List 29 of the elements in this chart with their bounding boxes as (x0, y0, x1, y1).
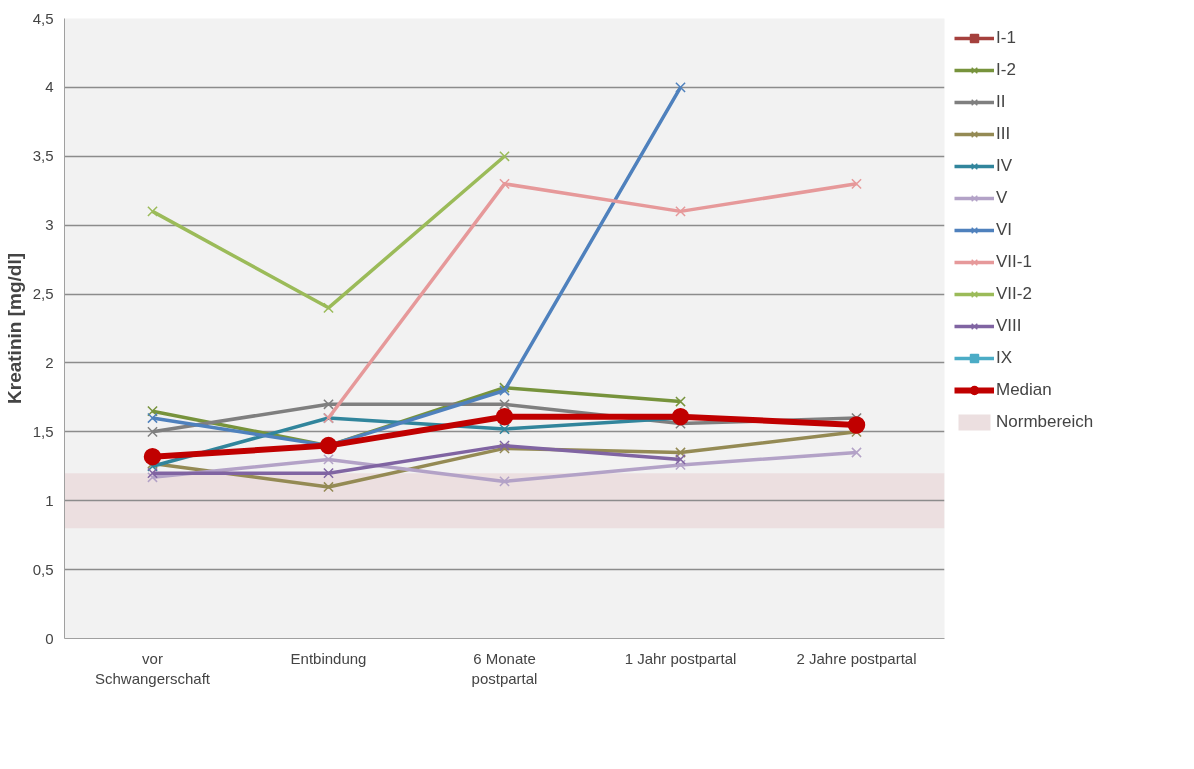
y-axis-title: Kreatinin [mg/dl] (3, 253, 25, 404)
legend-label: VII-2 (996, 284, 1032, 304)
legend-label: Normbereich (996, 412, 1094, 432)
y-tick-label: 2,5 (32, 285, 54, 303)
legend-label: VI (996, 220, 1014, 240)
y-tick-label: 4,5 (32, 9, 54, 27)
y-tick-label: 4 (45, 78, 54, 96)
y-tick-label: 0 (45, 629, 54, 647)
y-tick-label: 1,5 (32, 422, 54, 440)
legend-label: Median (996, 380, 1052, 400)
x-tick-label: vor Schwangerschaft (94, 649, 211, 687)
x-tick-label: 2 Jahre postpartal (796, 649, 917, 667)
legend-label: V (996, 188, 1009, 208)
legend-label: IX (996, 348, 1014, 368)
legend-label: III (996, 124, 1012, 144)
y-tick-label: 3,5 (32, 147, 54, 165)
legend-label: II (996, 92, 1007, 112)
y-tick-label: 1 (45, 491, 54, 509)
y-tick-label: 3 (45, 216, 54, 234)
legend-label: VIII (996, 316, 1022, 336)
x-tick-label: Entbindung (290, 649, 367, 667)
y-tick-label: 0,5 (32, 560, 54, 578)
legend-label: I-2 (996, 60, 1016, 80)
legend-label: I-1 (996, 28, 1016, 48)
legend-label: IV (996, 156, 1014, 176)
legend-label: VII-1 (996, 252, 1032, 272)
x-tick-label: 1 Jahr postpartal (624, 649, 737, 667)
x-tick-label: 6 Monate postpartal (471, 649, 538, 687)
y-tick-label: 2 (45, 353, 54, 371)
